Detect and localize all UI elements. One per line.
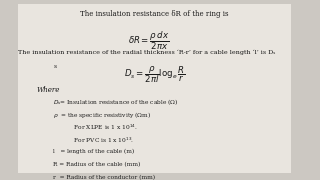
Text: The insulation resistance δR of the ring is: The insulation resistance δR of the ring… xyxy=(80,10,229,17)
Text: For PVC is 1 x 10$^{13}$.: For PVC is 1 x 10$^{13}$. xyxy=(53,136,134,145)
Text: $D_s = \dfrac{\rho}{2\pi l}\log_e\dfrac{R}{r}$: $D_s = \dfrac{\rho}{2\pi l}\log_e\dfrac{… xyxy=(124,64,185,85)
Text: The insulation resistance of the radial thickness ‘R-r’ for a cable length ‘l’ i: The insulation resistance of the radial … xyxy=(18,50,275,55)
Text: $\rho$  = the specific resistivity (Ωm): $\rho$ = the specific resistivity (Ωm) xyxy=(53,110,151,120)
Text: Where: Where xyxy=(37,86,60,94)
Text: l   = length of the cable (m): l = length of the cable (m) xyxy=(53,149,134,154)
Text: R = Radius of the cable (mm): R = Radius of the cable (mm) xyxy=(53,162,140,167)
Text: $D_s$= Insulation resistance of the cable (Ω): $D_s$= Insulation resistance of the cabl… xyxy=(53,97,179,107)
Text: r  = Radius of the conductor (mm): r = Radius of the conductor (mm) xyxy=(53,175,155,180)
Text: $\delta R = \dfrac{\rho\,dx}{2\pi x}$: $\delta R = \dfrac{\rho\,dx}{2\pi x}$ xyxy=(128,29,170,52)
Text: For XLPE is 1 x 10$^{14}$.: For XLPE is 1 x 10$^{14}$. xyxy=(53,123,138,132)
Text: s: s xyxy=(53,64,56,69)
